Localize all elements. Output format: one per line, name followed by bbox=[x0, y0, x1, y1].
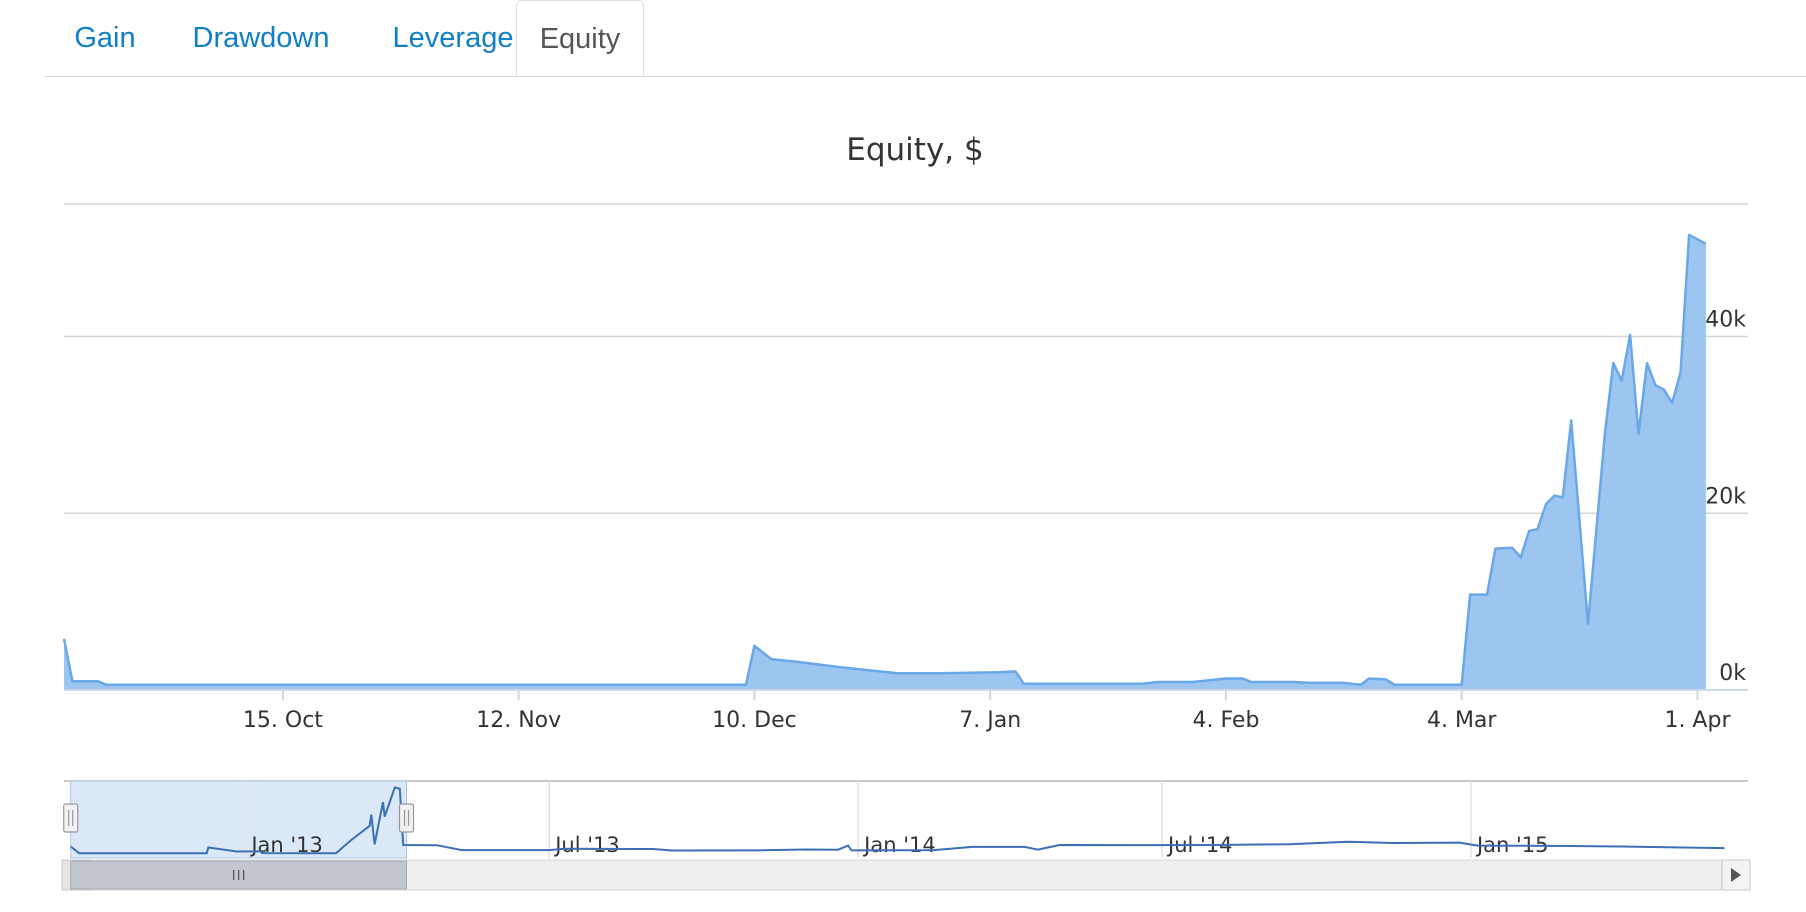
x-tick-label: 4. Feb bbox=[1192, 708, 1259, 733]
tab-bar: Gain Drawdown Leverage Equity bbox=[44, 0, 1806, 77]
x-tick-label: 7. Jan bbox=[959, 708, 1021, 733]
equity-area-fill bbox=[64, 234, 1706, 690]
y-tick-label: 40k bbox=[1705, 308, 1746, 333]
x-tick-label: 12. Nov bbox=[476, 708, 561, 733]
navigator-tick-label: Jan '14 bbox=[862, 833, 936, 857]
tab-gain[interactable]: Gain bbox=[74, 22, 136, 54]
navigator-tick-label: Jul '13 bbox=[553, 833, 620, 857]
handle-box[interactable] bbox=[398, 803, 415, 833]
x-tick-label: 4. Mar bbox=[1427, 708, 1497, 733]
y-tick-label: 20k bbox=[1705, 484, 1746, 509]
navigator-selection[interactable] bbox=[70, 780, 408, 859]
x-tick-label: 1. Apr bbox=[1664, 708, 1731, 733]
grid bbox=[64, 203, 1748, 515]
x-tick-label: 15. Oct bbox=[243, 708, 323, 733]
navigator-series-line bbox=[70, 786, 1725, 855]
x-axis: 15. Oct 12. Nov 10. Dec 7. Jan 4. Feb 4. Mar 1… bbox=[243, 690, 1731, 733]
navigator-left-handle[interactable] bbox=[63, 803, 79, 833]
tab-leverage[interactable]: Leverage bbox=[392, 22, 514, 54]
equity-area-series bbox=[62, 233, 1748, 691]
equity-line bbox=[62, 233, 1707, 686]
tab-equity[interactable]: Equity bbox=[516, 0, 644, 76]
y-axis: 0k 20k 40k bbox=[1705, 308, 1746, 686]
navigator[interactable]: Jan '13 Jul '13 Jan '14 Jul '14 Jan '15 bbox=[63, 780, 1748, 859]
y-tick-label: 0k bbox=[1719, 661, 1746, 686]
x-tick-label: 10. Dec bbox=[712, 708, 797, 733]
chart-title: Equity, $ bbox=[846, 132, 983, 168]
navigator-right-handle[interactable] bbox=[398, 803, 415, 833]
tab-drawdown[interactable]: Drawdown bbox=[192, 22, 330, 54]
scrollbar[interactable] bbox=[61, 859, 1751, 891]
handle-box[interactable] bbox=[63, 803, 79, 833]
chevron-right-icon bbox=[1731, 868, 1741, 882]
